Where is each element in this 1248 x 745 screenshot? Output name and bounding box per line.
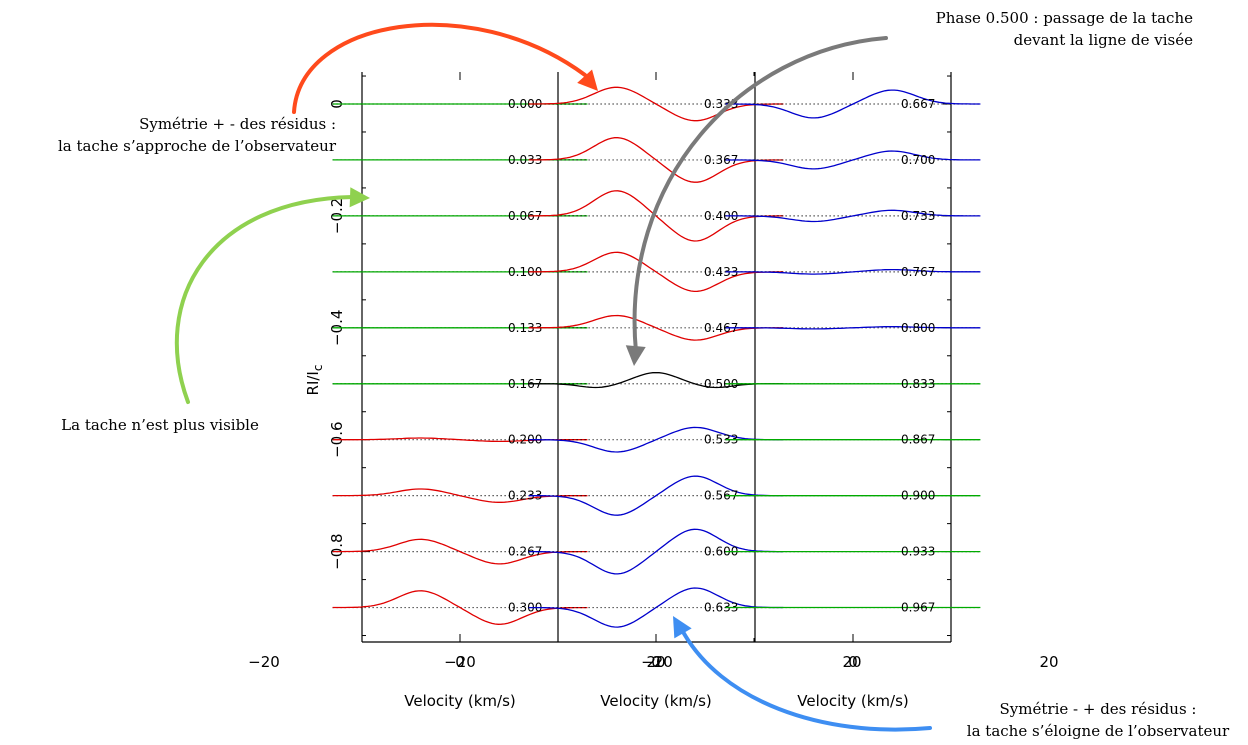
phase-label: 0.467	[704, 321, 738, 335]
profile-line	[528, 190, 784, 242]
profile-line	[332, 538, 588, 565]
phase-label: 0.900	[901, 489, 935, 503]
phase-label: 0.967	[901, 601, 935, 615]
y-axis-title: RI/Ic	[304, 365, 325, 396]
profile-line	[528, 426, 784, 453]
phase-label: 0.033	[508, 153, 542, 167]
profile-line	[725, 89, 981, 119]
phase-label: 0.667	[901, 97, 935, 111]
x-tick-label: −20	[641, 653, 673, 671]
x-axis-title: Velocity (km/s)	[404, 692, 515, 710]
x-tick-label: 20	[842, 653, 861, 671]
phase-label: 0.500	[704, 377, 738, 391]
phase-label: 0.433	[704, 265, 738, 279]
profile-line	[725, 268, 981, 275]
phase-label: 0.100	[508, 265, 542, 279]
phase-label: 0.233	[508, 489, 542, 503]
x-tick-label: −20	[248, 653, 280, 671]
annotation-text: Phase 0.500 : passage de la tache	[936, 9, 1193, 27]
phase-label: 0.800	[901, 321, 935, 335]
approach-arrow-curve	[292, 22, 587, 114]
recede-arrow-curve	[680, 628, 932, 732]
annotation-text: la tache s’éloigne de l’observateur	[967, 722, 1230, 740]
annotation-text: Symétrie - + des résidus :	[1000, 700, 1197, 718]
approach-arrow-head	[577, 69, 598, 91]
phase-label: 0.933	[901, 545, 935, 559]
phase-label: 0.333	[704, 97, 738, 111]
x-tick-label: 0	[651, 653, 661, 671]
annotation-text: La tache n’est plus visible	[61, 416, 259, 434]
profile-line	[725, 326, 981, 330]
phase-label: 0.567	[704, 489, 738, 503]
x-tick-label: 0	[455, 653, 465, 671]
phase-label: 0.533	[704, 433, 738, 447]
profile-line	[528, 314, 784, 341]
x-tick-label: 20	[646, 653, 665, 671]
phase-label: 0.167	[508, 377, 542, 391]
phase-label: 0.700	[901, 153, 935, 167]
profile-line	[725, 209, 981, 223]
profile-line	[528, 587, 784, 628]
x-axis-title: Velocity (km/s)	[600, 692, 711, 710]
profile-line	[725, 150, 981, 170]
annotation-text: la tache s’approche de l’observateur	[58, 137, 337, 155]
invisible-arrow-curve	[174, 195, 354, 404]
phase-label: 0.367	[704, 153, 738, 167]
profile-line	[332, 488, 588, 503]
phase-label: 0.733	[901, 209, 935, 223]
phase-label: 0.600	[704, 545, 738, 559]
x-axis-title: Velocity (km/s)	[797, 692, 908, 710]
phase-label: 0.767	[901, 265, 935, 279]
phase-label: 0.833	[901, 377, 935, 391]
phase-arrow-curve	[632, 36, 888, 354]
phase-label: 0.867	[901, 433, 935, 447]
recede-arrow-head	[673, 616, 692, 639]
phase-label: 0.267	[508, 545, 542, 559]
phase-label: 0.067	[508, 209, 542, 223]
profile-line	[528, 86, 784, 122]
profile-line	[528, 528, 784, 575]
phase-label: 0.633	[704, 601, 738, 615]
y-axis-title-main: RI/I	[304, 371, 322, 395]
profile-line	[528, 371, 784, 389]
profile-line	[332, 590, 588, 625]
x-tick-label: 0	[848, 653, 858, 671]
profile-line	[528, 475, 784, 516]
annotation-text: Symétrie + - des résidus :	[139, 115, 336, 133]
invisible-arrow-head	[349, 187, 370, 208]
x-tick-label: 20	[1039, 653, 1058, 671]
phase-label: 0.200	[508, 433, 542, 447]
profile-line	[528, 137, 784, 183]
y-axis-title-subscript: c	[311, 365, 325, 372]
profile-line	[528, 251, 784, 293]
phase-label: 0.300	[508, 601, 542, 615]
phase-label: 0.133	[508, 321, 542, 335]
phase-label: 0.400	[704, 209, 738, 223]
x-tick-label: −20	[444, 653, 476, 671]
phase-label: 0.000	[508, 97, 542, 111]
phase-arrow-head	[625, 345, 646, 366]
annotation-text: devant la ligne de visée	[1014, 31, 1193, 49]
